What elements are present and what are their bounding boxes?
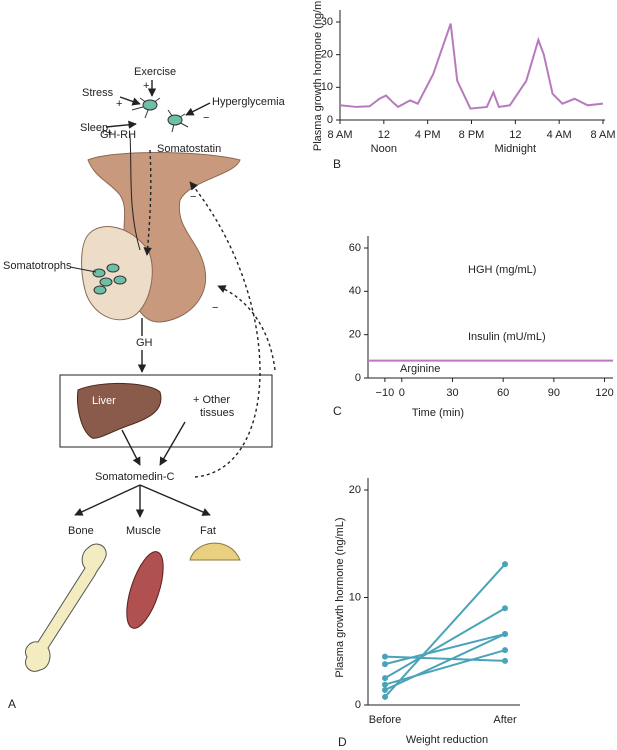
sign: + xyxy=(143,80,149,92)
label: GH xyxy=(136,337,153,349)
label: Bone xyxy=(68,525,94,537)
point xyxy=(502,605,508,612)
y-axis-label: Plasma growth hormone (ng/mL) xyxy=(334,517,346,677)
x-tick-label: 90 xyxy=(548,387,560,399)
label: Fat xyxy=(200,525,216,537)
point xyxy=(382,653,388,660)
line xyxy=(384,655,506,662)
point xyxy=(502,657,508,664)
arrow xyxy=(105,120,137,129)
x-sublabel: Midnight xyxy=(495,143,537,155)
y-tick-label: 10 xyxy=(321,81,333,93)
annotation: Arginine xyxy=(400,363,440,375)
y-axis-label: Plasma growth hormone (ng/mL) xyxy=(312,0,324,151)
input-label: Exercise xyxy=(134,66,176,78)
point xyxy=(382,661,388,668)
label: GH-RH xyxy=(100,129,136,141)
input-label: Hyperglycemia xyxy=(212,96,286,108)
annotation: HGH (mg/mL) xyxy=(468,264,536,276)
label: Somatomedin-C xyxy=(95,471,175,483)
arrow xyxy=(119,96,141,106)
leader-line xyxy=(69,266,97,273)
x-tick-label: 120 xyxy=(595,387,613,399)
feedback-arrow xyxy=(217,285,276,371)
x-tick-label: 30 xyxy=(446,387,458,399)
pituitary xyxy=(81,134,241,323)
label: Somatostatin xyxy=(157,143,221,155)
y-tick-label: 0 xyxy=(355,372,361,384)
x-tick-label: 12 xyxy=(509,129,521,141)
x-tick-label: 4 AM xyxy=(547,129,572,141)
panel-label: D xyxy=(338,735,347,749)
x-tick-label: 60 xyxy=(497,387,509,399)
panel-label: A xyxy=(8,697,16,711)
liver xyxy=(77,383,162,439)
y-tick-label: 20 xyxy=(321,49,333,61)
point xyxy=(382,693,388,700)
fat xyxy=(189,542,241,561)
line xyxy=(339,23,604,110)
sign: + xyxy=(106,127,112,139)
arrow xyxy=(139,484,211,516)
x-sublabel: Noon xyxy=(371,143,397,155)
line xyxy=(384,633,506,691)
x-axis-label: Weight reduction xyxy=(406,734,488,746)
line xyxy=(384,607,506,679)
annotation: Insulin (mU/mL) xyxy=(468,331,546,343)
point xyxy=(502,561,508,568)
x-tick-label: −10 xyxy=(376,387,395,399)
line xyxy=(384,563,506,698)
line xyxy=(384,649,506,686)
y-tick-label: 0 xyxy=(327,114,333,126)
neurons xyxy=(131,97,189,133)
y-tick-label: 20 xyxy=(349,484,361,496)
sign: − xyxy=(203,112,209,124)
arrow xyxy=(185,102,211,116)
arrow xyxy=(74,484,141,516)
line xyxy=(384,633,506,666)
box xyxy=(59,374,273,448)
sign: + xyxy=(116,98,122,110)
arrow xyxy=(121,429,141,466)
y-tick-label: 60 xyxy=(349,242,361,254)
sign: − xyxy=(190,191,196,203)
input-label: Stress xyxy=(82,87,114,99)
y-tick-label: 20 xyxy=(349,329,361,341)
x-tick-label: 8 AM xyxy=(327,129,352,141)
arrow xyxy=(159,421,186,466)
x-tick-label: 8 PM xyxy=(459,129,485,141)
x-axis-label: Time (min) xyxy=(412,407,464,419)
y-tick-label: 30 xyxy=(321,16,333,28)
point xyxy=(382,686,388,693)
bone xyxy=(24,543,107,672)
feedback-arrow xyxy=(189,181,261,478)
label: Muscle xyxy=(126,525,161,537)
x-tick-label: 0 xyxy=(399,387,405,399)
label: Somatotrophs xyxy=(3,260,72,272)
label: + Other xyxy=(193,394,230,406)
label: tissues xyxy=(200,407,235,419)
x-tick-label: Before xyxy=(369,714,401,726)
y-tick-label: 40 xyxy=(349,285,361,297)
y-tick-label: 0 xyxy=(355,699,361,711)
y-tick-label: 10 xyxy=(349,591,361,603)
x-tick-label: 4 PM xyxy=(415,129,441,141)
point xyxy=(382,681,388,688)
panel-label: C xyxy=(333,404,342,418)
muscle xyxy=(126,551,164,629)
diagram: Exercise Stress Sleep Hyperglycemia + + … xyxy=(3,66,286,711)
point xyxy=(502,647,508,654)
input-label: Sleep xyxy=(80,122,108,134)
x-tick-label: 12 xyxy=(378,129,390,141)
sign: − xyxy=(212,302,218,314)
label: Liver xyxy=(92,395,116,407)
point xyxy=(502,631,508,638)
x-tick-label: After xyxy=(493,714,517,726)
panel-label: B xyxy=(333,157,341,171)
point xyxy=(382,675,388,682)
x-tick-label: 8 AM xyxy=(590,129,615,141)
